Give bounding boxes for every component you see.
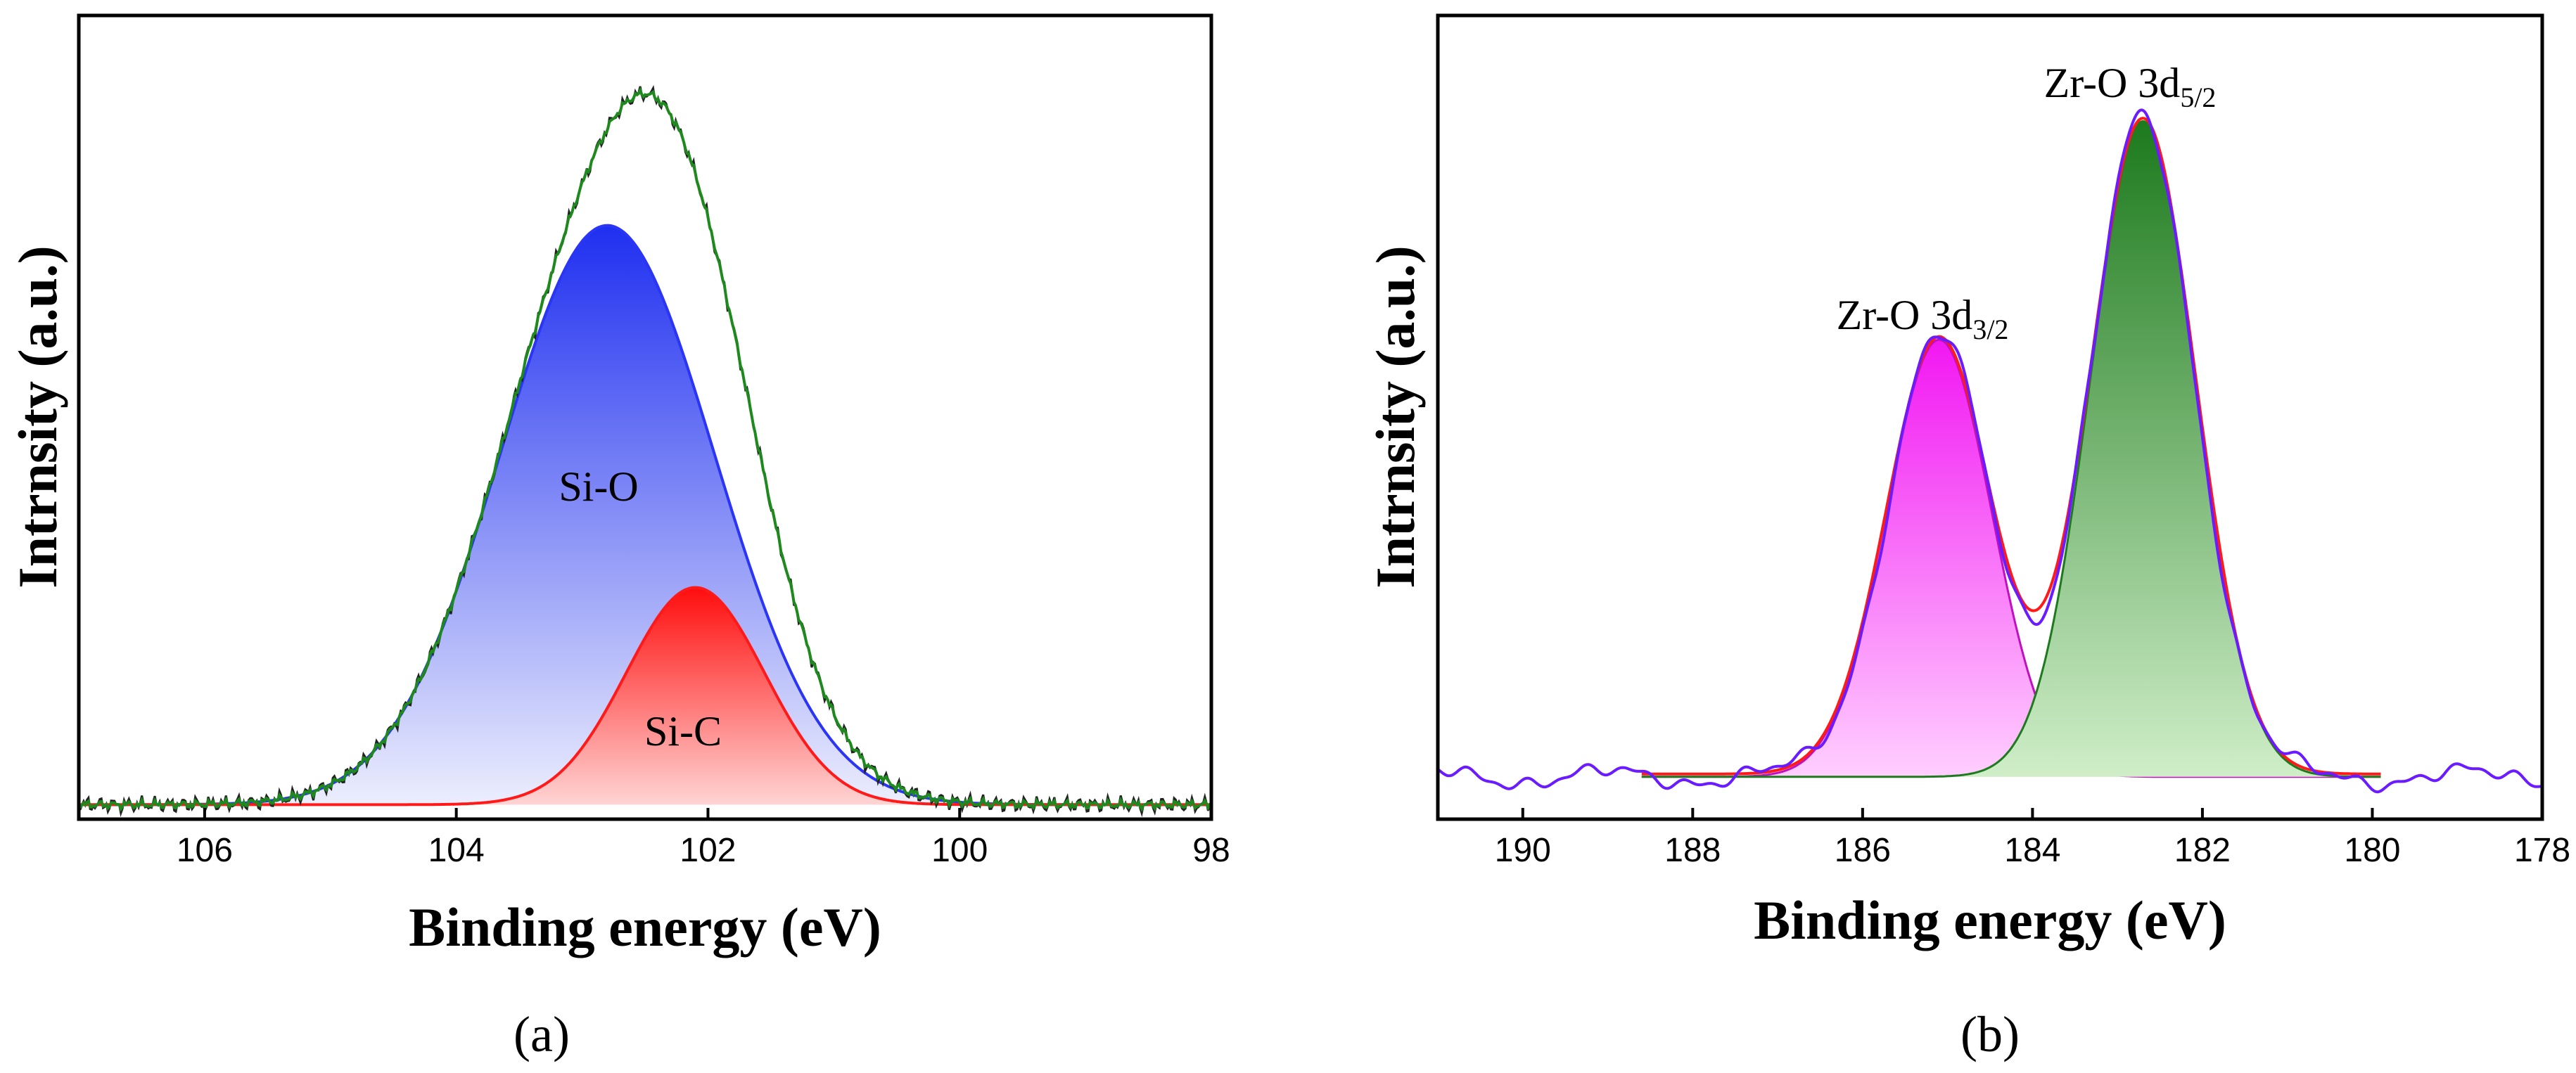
x-b-tick-label-190: 190 (1495, 832, 1551, 869)
x-b-tick-label-184: 184 (2004, 832, 2060, 869)
panel-b: 190 188 186 184 182 180 178 Zr-O 3d3/2 Zr-O 3d… (1365, 13, 2570, 1062)
zr-o-3d52-label: Zr-O 3d5/2 (2044, 60, 2217, 113)
x-axis-ticks-a: 106 104 102 100 98 (177, 808, 1230, 869)
envelope-line (79, 86, 1211, 812)
x-b-tick-label-180: 180 (2344, 832, 2400, 869)
si-o-peak-area (79, 225, 1211, 805)
x-b-tick-label-186: 186 (1835, 832, 1891, 869)
panel-a: 106 104 102 100 98 Si-O Si-C Binding energy … (7, 13, 1230, 1062)
si-c-label: Si-C (644, 708, 722, 754)
envelope-line (1438, 108, 2542, 794)
zr-o-3d32-peak-area (1641, 340, 2381, 777)
panel-label-b: (b) (1960, 1006, 2020, 1062)
x-b-tick-label-188: 188 (1664, 832, 1721, 869)
x-axis-ticks-b: 190 188 186 184 182 180 178 (1495, 808, 2570, 869)
si-o-label: Si-O (559, 463, 638, 510)
x-axis-title-a: Binding energy (eV) (409, 897, 881, 958)
plot-frame-b (1436, 13, 2544, 821)
x-a-tick-label-102: 102 (680, 832, 736, 869)
y-axis-title-a: Intrnsity (a.u.) (7, 245, 68, 589)
x-a-tick-label-106: 106 (177, 832, 233, 869)
x-axis-title-b: Binding energy (eV) (1754, 889, 2226, 951)
x-a-tick-label-98: 98 (1192, 832, 1230, 869)
x-b-tick-label-182: 182 (2174, 832, 2231, 869)
x-a-tick-label-100: 100 (931, 832, 988, 869)
zr-o-3d32-label: Zr-O 3d3/2 (1837, 292, 2009, 345)
si-c-peak-area (79, 587, 1211, 805)
x-a-tick-label-104: 104 (428, 832, 485, 869)
plot-frame-a (77, 13, 1213, 821)
panel-label-a: (a) (514, 1006, 570, 1062)
zr-o-3d52-peak-area (1641, 121, 2381, 777)
y-axis-title-b: Intrnsity (a.u.) (1365, 245, 1426, 589)
x-b-tick-label-178: 178 (2514, 832, 2570, 869)
